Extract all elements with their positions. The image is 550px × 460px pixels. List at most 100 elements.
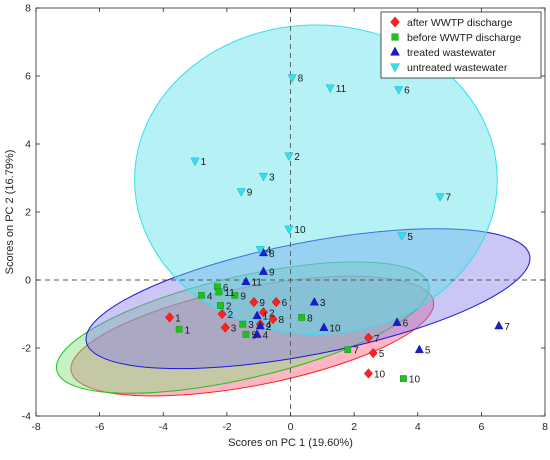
legend-label: after WWTP discharge xyxy=(407,17,513,29)
data-point xyxy=(268,313,278,325)
x-tick-label: -2 xyxy=(222,421,231,433)
point-label: 5 xyxy=(251,330,257,341)
point-label: 10 xyxy=(409,375,421,386)
ellipse-before-wwtp-discharge xyxy=(55,261,430,394)
data-point xyxy=(284,225,294,235)
point-label: 2 xyxy=(294,152,300,163)
point-label: 10 xyxy=(294,225,306,236)
data-point xyxy=(287,74,297,83)
legend-marker xyxy=(390,46,400,56)
data-point xyxy=(258,172,268,182)
point-label: 3 xyxy=(269,172,275,183)
data-point xyxy=(217,308,227,320)
point-label: 6 xyxy=(282,298,288,309)
point-label: 8 xyxy=(298,74,304,85)
data-point xyxy=(319,322,329,331)
data-point xyxy=(400,375,407,382)
point-label: 6 xyxy=(223,283,229,294)
point-label: 3 xyxy=(248,320,254,331)
data-point xyxy=(165,312,175,323)
legend-marker xyxy=(390,63,400,73)
y-tick-label: 4 xyxy=(25,139,31,151)
data-point xyxy=(363,368,373,379)
x-tick-label: 4 xyxy=(415,421,421,433)
point-label: 7 xyxy=(374,334,380,345)
point-label: 7 xyxy=(446,193,452,204)
point-label: 3 xyxy=(231,324,237,335)
x-tick-label: 0 xyxy=(288,421,294,433)
x-tick-label: -8 xyxy=(31,421,40,433)
data-point xyxy=(252,329,262,338)
x-tick-label: 6 xyxy=(478,421,484,433)
point-label: 6 xyxy=(403,319,409,330)
y-tick-label: -4 xyxy=(22,411,31,423)
ellipse-untreated-wastewater xyxy=(134,24,498,335)
legend-marker xyxy=(391,33,399,41)
data-point xyxy=(231,291,239,299)
data-point xyxy=(363,332,373,343)
point-label: 2 xyxy=(226,302,232,313)
legend-box xyxy=(380,11,542,79)
point-label: 7 xyxy=(353,346,359,357)
data-point xyxy=(255,246,265,255)
data-point xyxy=(249,296,259,308)
data-point xyxy=(344,346,352,354)
point-label: 4 xyxy=(207,291,213,302)
point-label: 2 xyxy=(266,322,272,333)
point-label: 10 xyxy=(329,324,341,335)
y-axis-label: Scores on PC 2 (16.79%) xyxy=(4,150,16,275)
point-label: 9 xyxy=(240,291,246,302)
data-point xyxy=(198,291,205,299)
data-point xyxy=(494,320,504,330)
data-point xyxy=(394,86,404,95)
point-label: 9 xyxy=(247,188,253,199)
data-point xyxy=(220,322,230,333)
point-label: 1 xyxy=(175,313,181,324)
data-point xyxy=(435,193,445,202)
y-tick-label: 2 xyxy=(25,207,31,219)
y-tick-label: 6 xyxy=(25,71,31,83)
point-label: 5 xyxy=(407,232,413,243)
data-point xyxy=(271,296,281,308)
point-label: 5 xyxy=(379,349,385,360)
x-tick-label: -6 xyxy=(95,421,104,433)
data-point xyxy=(175,325,183,333)
confidence-ellipses xyxy=(55,24,531,397)
point-label: 8 xyxy=(269,249,275,260)
data-point xyxy=(242,331,250,338)
point-label: 3 xyxy=(320,298,326,309)
data-point xyxy=(258,307,268,318)
point-label: 9 xyxy=(269,268,275,279)
data-point xyxy=(368,347,378,359)
data-point xyxy=(239,320,247,328)
data-point xyxy=(325,84,335,94)
data-point xyxy=(190,157,200,167)
point-label: 2 xyxy=(269,308,275,319)
data-point xyxy=(241,276,251,286)
data-point xyxy=(258,266,268,275)
point-label: 4 xyxy=(266,245,272,256)
data-point xyxy=(215,288,223,296)
x-axis-label: Scores on PC 1 (19.60%) xyxy=(228,437,353,449)
point-label: 1 xyxy=(201,157,207,168)
ellipse-treated-wastewater xyxy=(85,228,531,370)
data-point xyxy=(252,310,262,320)
y-tick-label: 8 xyxy=(25,3,31,15)
legend-label: treated wastewater xyxy=(407,47,496,59)
data-point xyxy=(236,188,246,197)
data-point xyxy=(309,296,319,306)
point-label: 4 xyxy=(263,330,269,341)
data-point xyxy=(217,302,224,309)
point-label: 11 xyxy=(336,84,347,95)
point-label: 9 xyxy=(259,298,265,309)
point-label: 2 xyxy=(228,310,234,321)
data-points xyxy=(165,74,504,382)
data-point xyxy=(284,152,294,162)
data-point xyxy=(397,232,407,241)
point-label: 11 xyxy=(224,288,235,299)
data-point xyxy=(414,344,424,354)
point-label: 10 xyxy=(374,370,386,381)
